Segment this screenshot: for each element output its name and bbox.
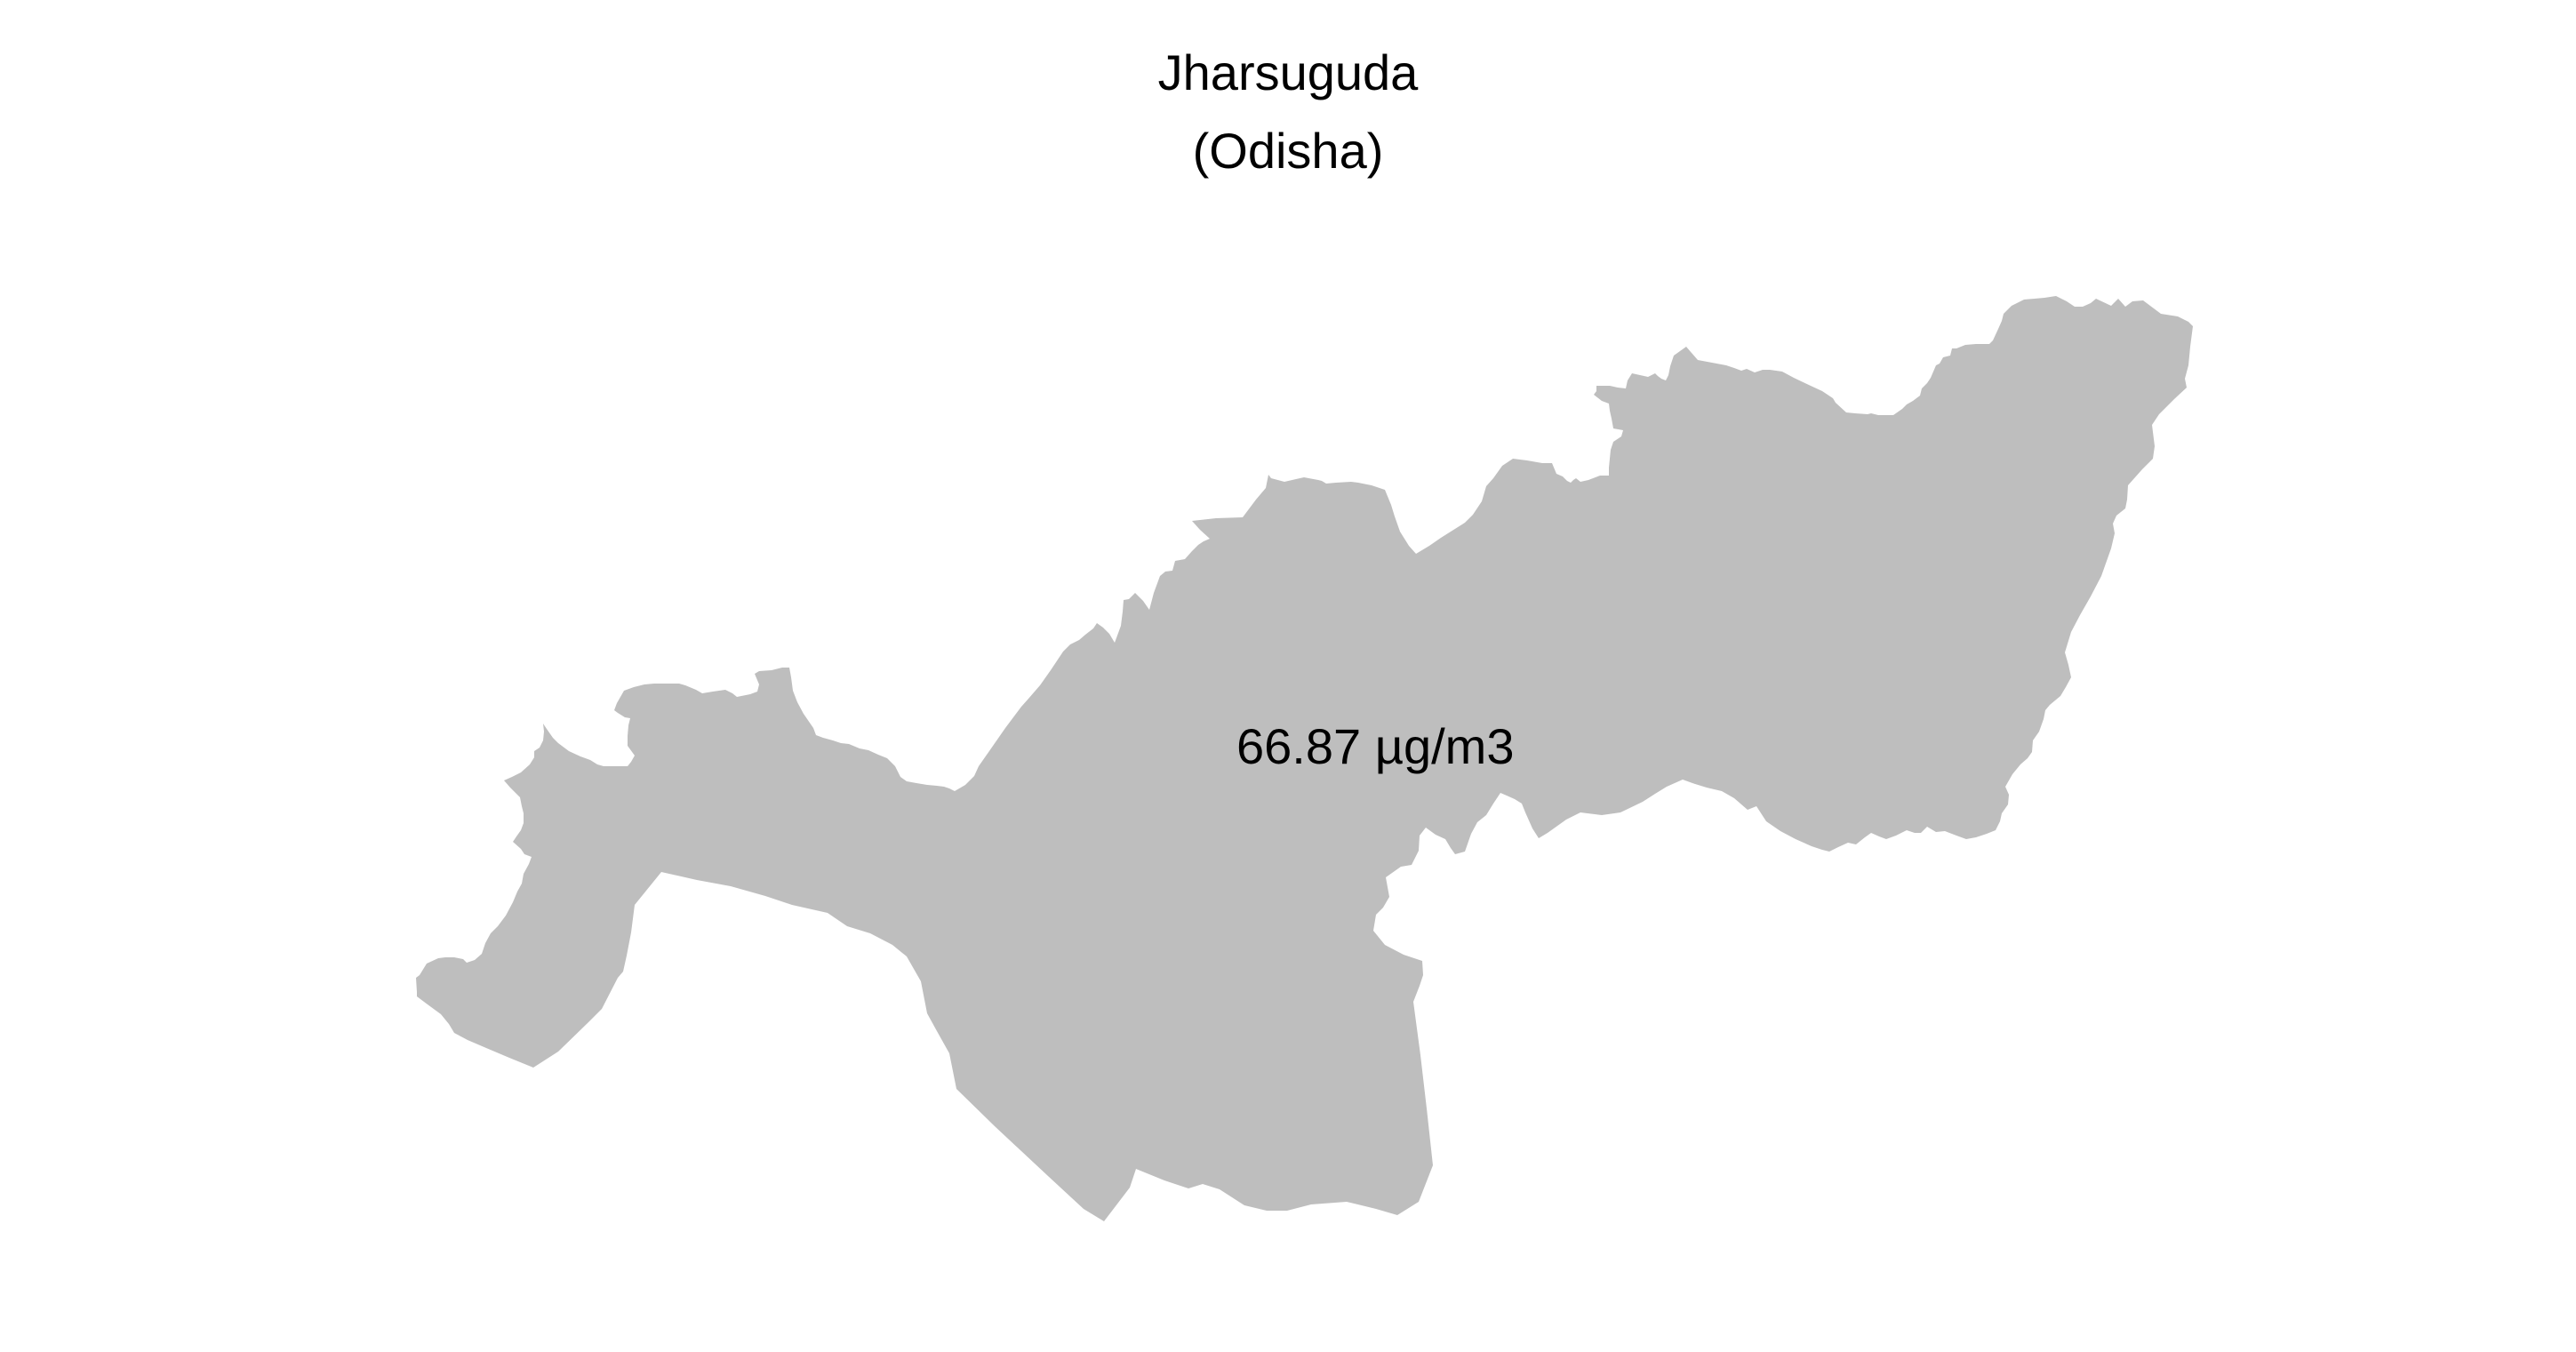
region-value-label: 66.87 µg/m3: [1236, 718, 1515, 774]
district-shape-jharsuguda: [416, 296, 2193, 1221]
map-title: Jharsuguda: [1157, 44, 1419, 100]
map-title-block: Jharsuguda (Odisha): [0, 34, 2576, 190]
map-subtitle: (Odisha): [1192, 123, 1384, 179]
